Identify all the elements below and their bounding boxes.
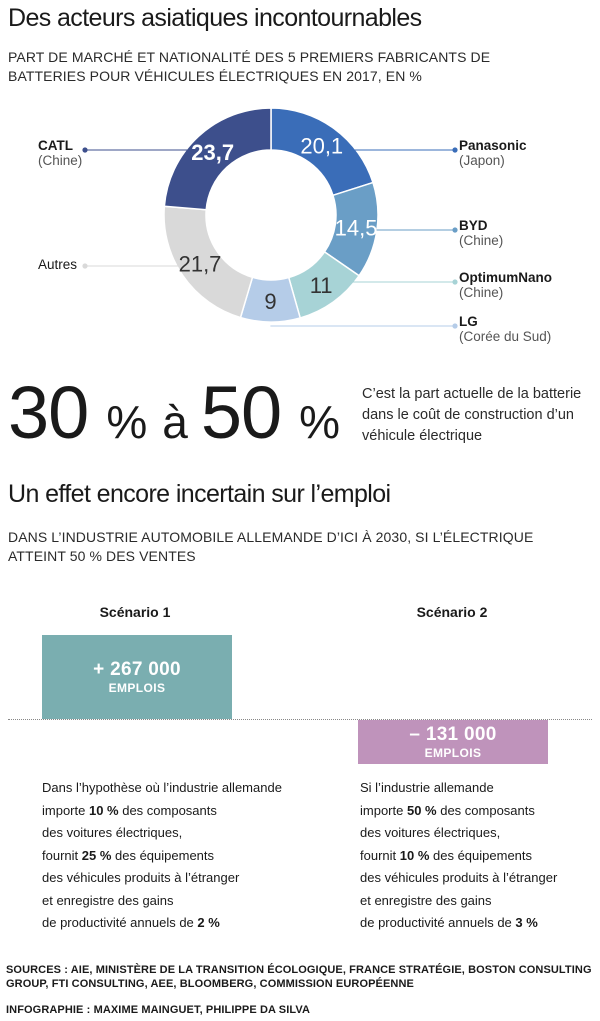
donut-value-autres: 21,7 xyxy=(179,252,222,277)
scenario1-line7-a: de productivité annuels de xyxy=(42,915,198,930)
label-optimumnano-country: (Chine) xyxy=(459,285,504,300)
label-byd: BYD (Chine) xyxy=(459,218,503,248)
scenario2-line4-b: 10 % xyxy=(399,847,430,863)
scenario2-line6: et enregistre des gains xyxy=(360,892,492,908)
scenario2-line2: importe 50 % des composants xyxy=(360,800,600,823)
scenario1-line2-a: importe xyxy=(42,802,89,818)
donut-value-lg: 9 xyxy=(264,289,276,314)
big-stat-text: C’est la part actuelle de la batterie da… xyxy=(362,386,582,444)
leader-dot-byd xyxy=(452,227,458,233)
scenario2-line7-a: de productivité annuels de xyxy=(360,915,516,930)
scenario2-bar: – 131 000 EMPLOIS xyxy=(358,720,548,764)
scenario1-value: + 267 000 xyxy=(93,658,181,680)
scenario1-title: Scénario 1 xyxy=(99,604,171,620)
leader-dot-catl xyxy=(82,147,88,153)
label-panasonic-country: (Japon) xyxy=(459,153,505,168)
label-catl-name: CATL xyxy=(38,138,73,153)
footer-sources: SOURCES : AIE, MINISTÈRE DE LA TRANSITIO… xyxy=(6,964,592,990)
label-lg: LG (Corée du Sud) xyxy=(459,314,551,344)
scenario1-line4-b: 25 % xyxy=(81,847,112,863)
big-stat-percent-1: % xyxy=(106,396,147,448)
label-lg-country: (Corée du Sud) xyxy=(459,329,552,344)
big-stat: 30% à 50% xyxy=(8,376,340,459)
scenario2-line5: des véhicules produits à l’étranger xyxy=(360,870,558,885)
label-optimumnano-name: OptimumNano xyxy=(459,270,552,285)
scenario1-line3: des voitures électriques, xyxy=(42,825,183,840)
leader-dot-lg xyxy=(452,323,458,329)
label-lg-name: LG xyxy=(459,314,478,329)
label-panasonic: Panasonic (Japon) xyxy=(459,138,527,168)
scenario2-line4-a: fournit xyxy=(360,847,400,863)
scenario2-line7-b: 3 % xyxy=(515,915,538,930)
scenario1-line4: fournit 25 % des équipements xyxy=(42,845,312,868)
baseline xyxy=(8,719,592,720)
donut-value-panasonic: 20,1 xyxy=(300,134,343,159)
label-autres: Autres xyxy=(38,257,77,272)
scenario2-unit: EMPLOIS xyxy=(424,745,482,760)
section1-title: Des acteurs asiatiques incontournables xyxy=(8,4,422,32)
scenario1-description: Dans l’hypothèse où l’industrie allemand… xyxy=(42,777,312,935)
donut-value-byd: 14,5 xyxy=(335,216,378,241)
scenario2-line7: de productivité annuels de 3 % xyxy=(360,912,600,935)
scenario2-line2-b: 50 % xyxy=(406,802,437,818)
section1-subtitle: PART DE MARCHÉ ET NATIONALITÉ DES 5 PREM… xyxy=(8,49,491,84)
label-panasonic-name: Panasonic xyxy=(459,138,527,153)
label-catl-country: (Chine) xyxy=(38,153,83,168)
scenario1-line7-b: 2 % xyxy=(197,915,220,930)
label-catl: CATL (Chine) xyxy=(38,138,82,168)
scenario1-line1: Dans l’hypothèse où l’industrie allemand… xyxy=(42,780,282,795)
label-byd-name: BYD xyxy=(459,218,488,233)
scenario1-line2-b: 10 % xyxy=(88,802,119,818)
scenario1-line7: de productivité annuels de 2 % xyxy=(42,912,312,935)
scenario1-unit: EMPLOIS xyxy=(108,680,166,695)
label-optimumnano: OptimumNano (Chine) xyxy=(459,270,552,300)
donut-value-optimumnano: 11 xyxy=(310,273,333,298)
section2-title: Un effet encore incertain sur l’emploi xyxy=(8,480,391,508)
scenario2-line3: des voitures électriques, xyxy=(360,825,501,840)
scenario1-line4-a: fournit xyxy=(42,847,82,863)
scenario2-line1: Si l’industrie allemande xyxy=(360,780,494,795)
label-autres-name: Autres xyxy=(38,257,78,272)
leader-dot-optimumnano xyxy=(452,279,458,285)
label-byd-country: (Chine) xyxy=(459,233,504,248)
leader-dot-panasonic xyxy=(452,147,458,153)
section2-subtitle: DANS L’INDUSTRIE AUTOMOBILE ALLEMANDE D’… xyxy=(8,529,534,564)
scenario2-line4: fournit 10 % des équipements xyxy=(360,845,600,868)
big-stat-connector: à xyxy=(162,396,188,448)
scenario2-line4-c: des équipements xyxy=(429,847,533,863)
donut-chart: 20,1 14,5 11 9 21,7 23,7 xyxy=(82,107,458,329)
big-stat-to: 50 xyxy=(200,371,282,454)
scenario2-description: Si l’industrie allemande importe 50 % de… xyxy=(360,777,600,935)
scenario2-title: Scénario 2 xyxy=(416,604,488,620)
scenario2-line2-a: importe xyxy=(360,802,407,818)
footer-credits: INFOGRAPHIE : MAXIME MAINGUET, PHILIPPE … xyxy=(6,1004,311,1016)
big-stat-percent-2: % xyxy=(299,396,340,448)
scenario1-line2: importe 10 % des composants xyxy=(42,800,312,823)
leader-dot-autres xyxy=(82,263,88,269)
donut-value-catl: 23,7 xyxy=(191,140,234,165)
scenario1-line6: et enregistre des gains xyxy=(42,892,174,908)
scenario1-bar: + 267 000 EMPLOIS xyxy=(42,635,232,719)
scenario2-value: – 131 000 xyxy=(409,723,497,745)
scenario1-line5: des véhicules produits à l’étranger xyxy=(42,870,240,885)
scenario1-line2-c: des composants xyxy=(118,802,217,818)
scenario2-line2-c: des composants xyxy=(436,802,535,818)
scenario1-line4-c: des équipements xyxy=(111,847,215,863)
big-stat-from: 30 xyxy=(8,371,89,454)
donut-slice-catl xyxy=(163,107,272,211)
